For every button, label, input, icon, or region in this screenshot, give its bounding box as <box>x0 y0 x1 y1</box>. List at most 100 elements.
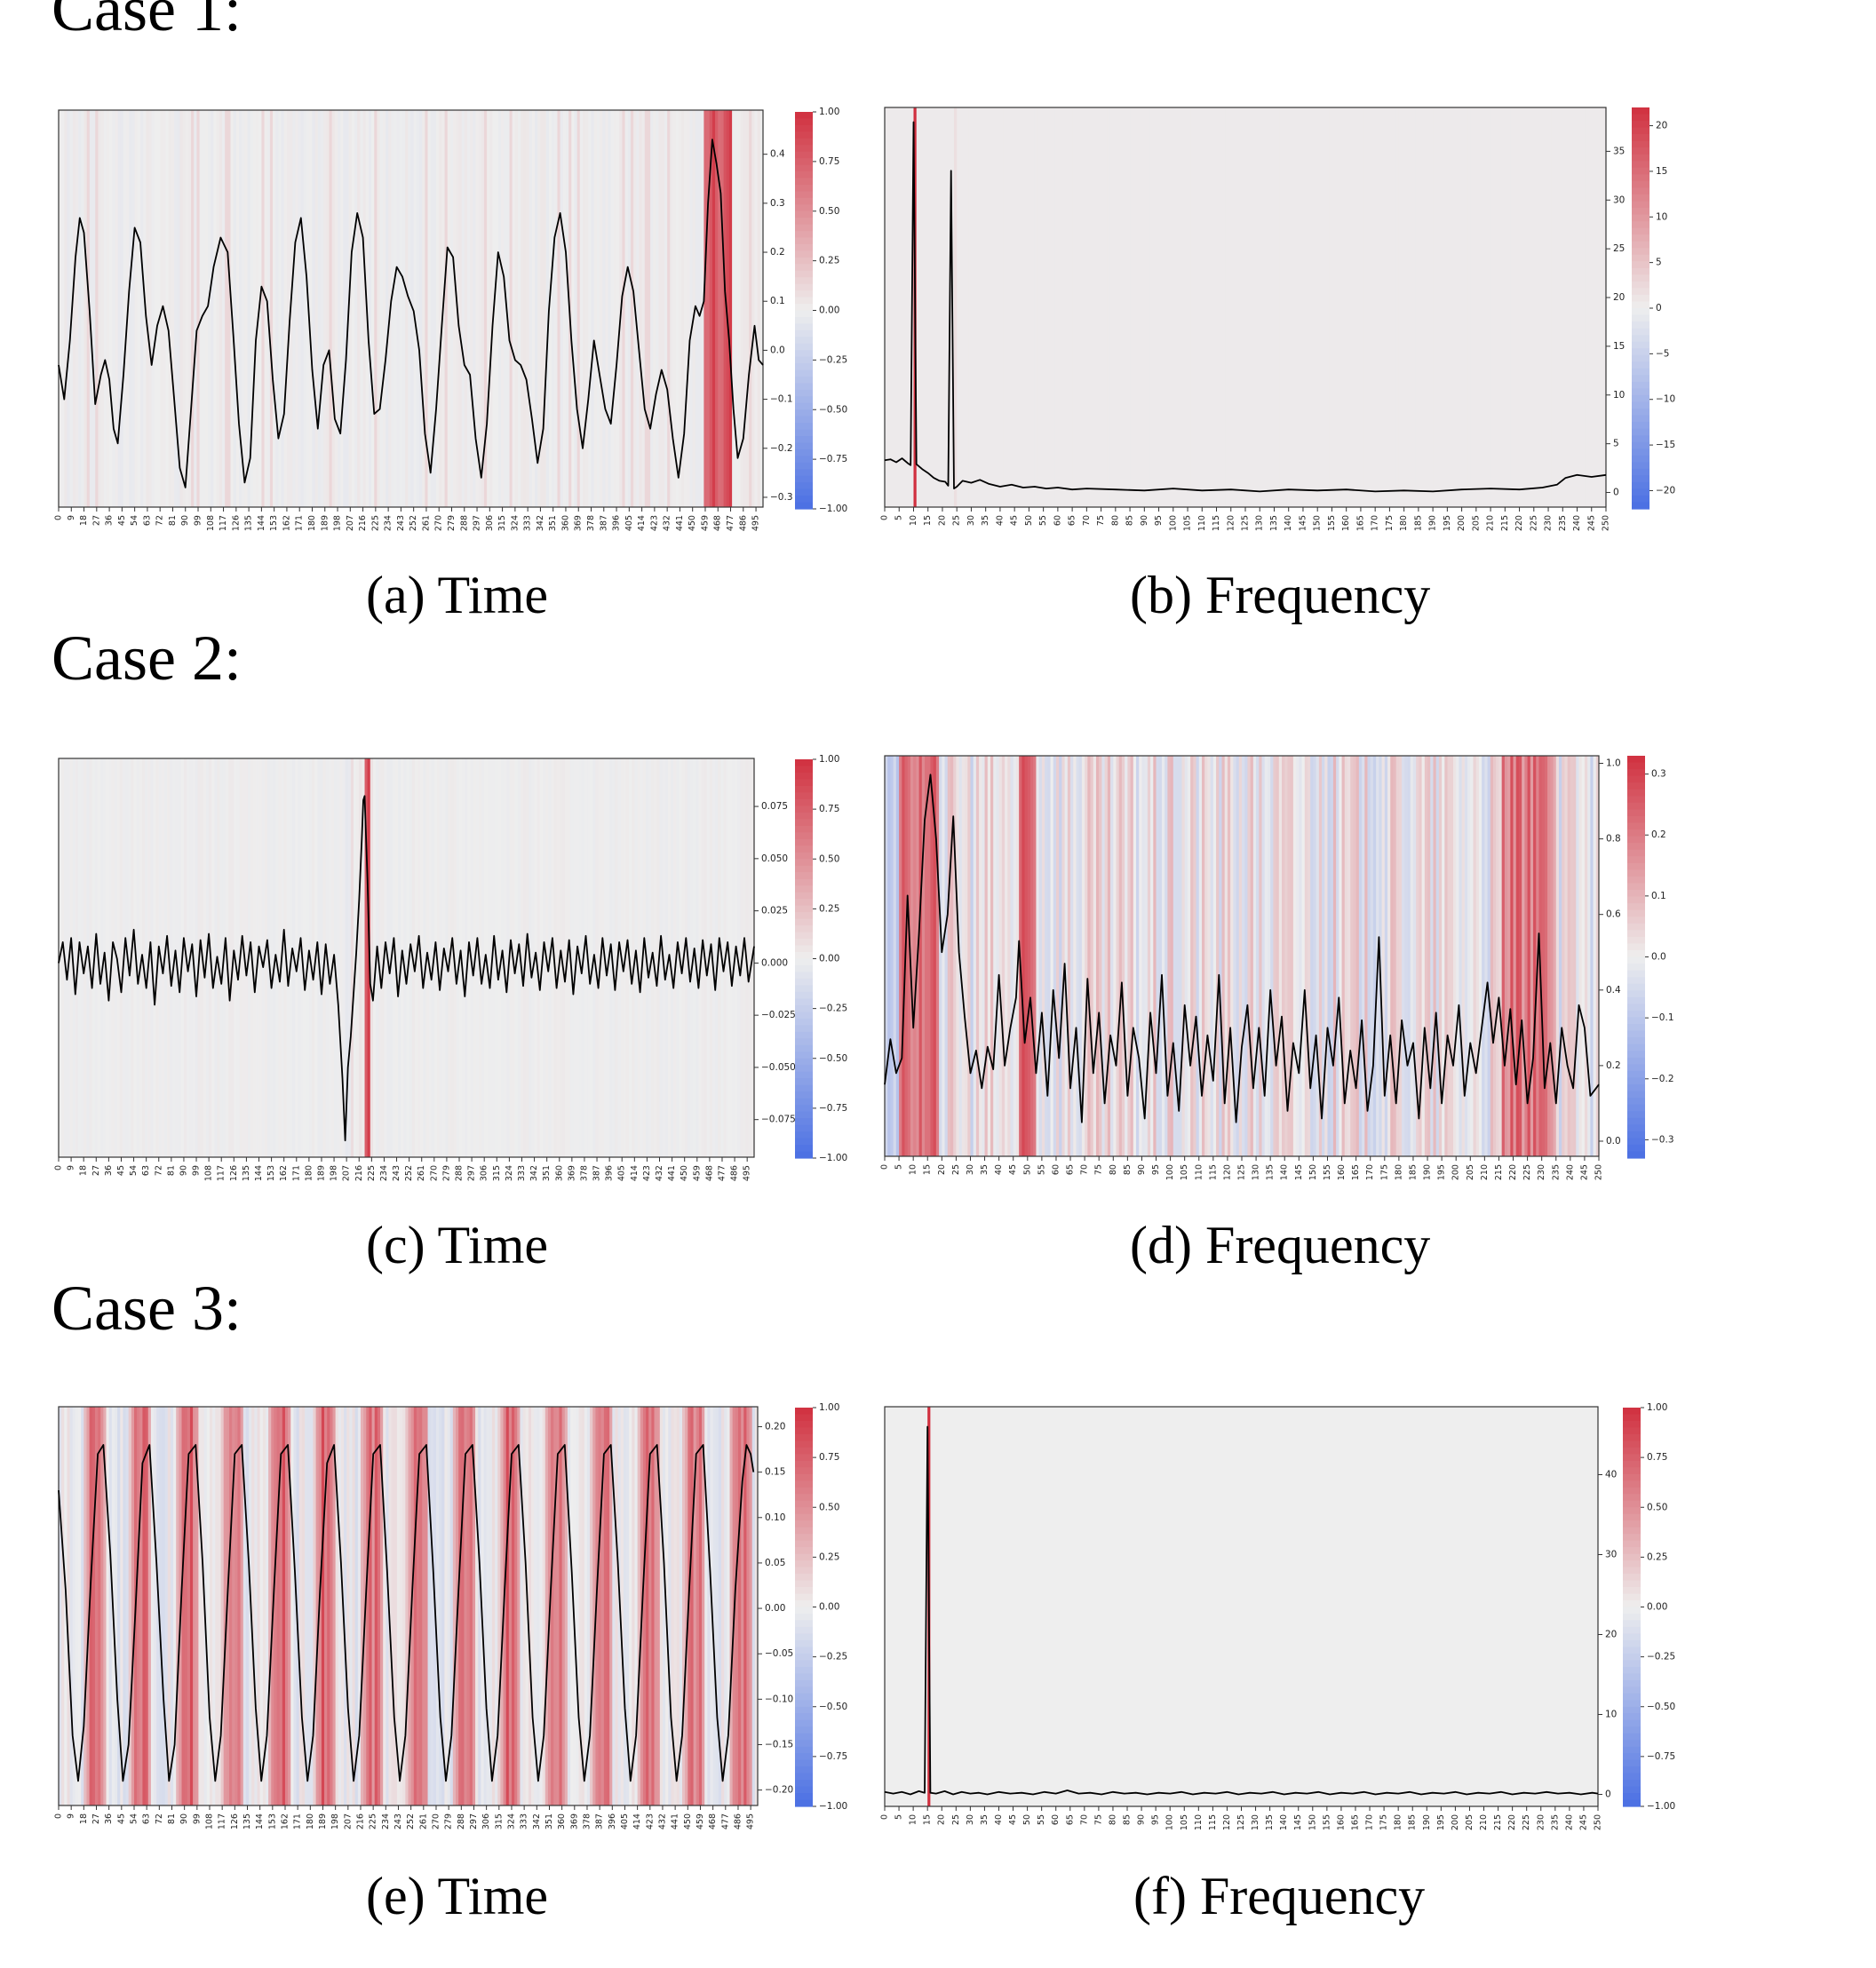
heatmap-cell <box>264 758 268 1157</box>
heatmap-cell <box>1569 1407 1573 1806</box>
heatmap-cell <box>641 110 646 507</box>
heatmap-cell <box>1167 107 1171 507</box>
heatmap-cell <box>1260 107 1263 507</box>
heatmap-cell <box>961 1407 966 1806</box>
colorbar-tick-label: −0.3 <box>1651 1134 1674 1145</box>
y-tick-label: −0.075 <box>761 1115 796 1125</box>
heatmap-cell <box>109 110 113 507</box>
heatmap-cell <box>284 1407 289 1805</box>
heatmap-cell <box>1538 1407 1542 1806</box>
x-tick-label: 100 <box>1165 1164 1175 1180</box>
heatmap-background <box>59 1407 759 1805</box>
colorbar-cell <box>1627 769 1645 777</box>
heatmap-cell <box>1116 756 1120 1156</box>
x-tick-label: 135 <box>242 1165 251 1181</box>
heatmap-cell <box>1470 107 1474 507</box>
heatmap-cell <box>925 107 929 507</box>
heatmap-cell <box>196 110 200 507</box>
heatmap-cell <box>1230 107 1235 507</box>
x-tick-label: 195 <box>1443 515 1452 531</box>
x-tick-label: 396 <box>612 515 622 531</box>
heatmap-cell <box>1570 756 1574 1156</box>
colorbar-cell <box>795 1480 813 1488</box>
colorbar-cell <box>1623 1746 1641 1754</box>
heatmap-cell <box>1126 107 1131 507</box>
heatmap-cell <box>506 758 510 1157</box>
colorbar-tick-label: 0.00 <box>819 1602 839 1613</box>
heatmap-cell <box>371 110 375 507</box>
heatmap-cell <box>439 110 442 507</box>
x-tick-label: 315 <box>492 1165 502 1181</box>
heatmap-cell <box>450 758 455 1157</box>
heatmap-cell <box>1232 1407 1236 1806</box>
colorbar-tick-label: −0.25 <box>819 354 847 365</box>
heatmap-cell <box>1161 756 1165 1156</box>
x-tick-label: 261 <box>418 1813 428 1829</box>
heatmap-cell <box>422 1407 425 1805</box>
heatmap-cell <box>970 1407 974 1806</box>
heatmap-cell <box>1309 1407 1314 1806</box>
y-tick-label: 0.15 <box>765 1467 785 1478</box>
colorbar-cell <box>795 939 813 947</box>
heatmap-cell <box>1144 756 1149 1156</box>
heatmap-cell <box>69 1407 74 1805</box>
heatmap-cell <box>1595 756 1600 1156</box>
heatmap-cell <box>735 110 738 507</box>
heatmap-cell <box>574 110 578 507</box>
heatmap-cell <box>1352 1407 1356 1806</box>
heatmap-cell <box>1158 1407 1162 1806</box>
heatmap-cell <box>560 110 564 507</box>
heatmap-cell <box>1196 107 1200 507</box>
colorbar-cell <box>795 1686 813 1694</box>
heatmap-cell <box>1310 756 1314 1156</box>
x-tick-label: 207 <box>343 1813 353 1829</box>
caption-c: (c) Time <box>366 1216 549 1274</box>
x-tick-label: 140 <box>1279 1814 1289 1830</box>
heatmap-cell <box>489 758 493 1157</box>
colorbar-cell <box>1623 1633 1641 1641</box>
colorbar-cell <box>795 1454 813 1462</box>
colorbar-cell <box>1627 822 1645 830</box>
x-tick-label: 18 <box>79 1165 89 1176</box>
x-tick-label: 72 <box>154 1165 163 1176</box>
heatmap-cell <box>1591 107 1595 507</box>
x-tick-label: 126 <box>231 515 241 531</box>
heatmap-cell <box>737 110 742 507</box>
x-tick-label: 27 <box>91 1165 101 1176</box>
heatmap-cell <box>735 758 738 1157</box>
heatmap-cell <box>1210 1407 1213 1806</box>
heatmap-cell <box>1184 756 1188 1156</box>
heatmap-cell <box>1384 756 1388 1156</box>
colorbar-cell <box>795 1494 813 1502</box>
x-tick-label: 459 <box>692 1165 702 1181</box>
colorbar-tick-label: 1.00 <box>1647 1402 1667 1413</box>
heatmap-cell <box>646 1407 649 1805</box>
x-tick-label: 205 <box>1466 1164 1475 1180</box>
heatmap-cell <box>975 756 980 1156</box>
heatmap-cell <box>483 1407 488 1805</box>
x-tick-label: 85 <box>1123 1814 1133 1825</box>
heatmap-cell <box>634 1407 639 1805</box>
heatmap-cell <box>1452 756 1457 1156</box>
heatmap-cell <box>445 758 449 1157</box>
heatmap-cell <box>1326 1407 1331 1806</box>
heatmap-cell <box>1533 107 1538 507</box>
heatmap-cell <box>996 1407 999 1806</box>
x-tick-label: 468 <box>713 515 723 531</box>
heatmap-cell <box>1156 107 1159 507</box>
colorbar-cell <box>795 1706 813 1714</box>
heatmap-cell <box>422 110 425 507</box>
x-tick-label: 235 <box>1550 1814 1560 1830</box>
heatmap-cell <box>1502 107 1506 507</box>
colorbar-cell <box>795 878 813 886</box>
x-tick-label: 120 <box>1222 1814 1232 1830</box>
colorbar-cell <box>795 1018 813 1026</box>
y-axis: −0.20−0.15−0.10−0.050.000.050.100.150.20 <box>758 1422 793 1796</box>
colorbar-cell <box>1632 294 1649 303</box>
y-tick-label: −0.05 <box>765 1648 793 1659</box>
heatmap-cell <box>707 1407 711 1805</box>
heatmap-cell <box>1432 1407 1436 1806</box>
heatmap-cell <box>1225 107 1228 507</box>
heatmap-cell <box>396 110 401 507</box>
heatmap-cell <box>1475 107 1480 507</box>
